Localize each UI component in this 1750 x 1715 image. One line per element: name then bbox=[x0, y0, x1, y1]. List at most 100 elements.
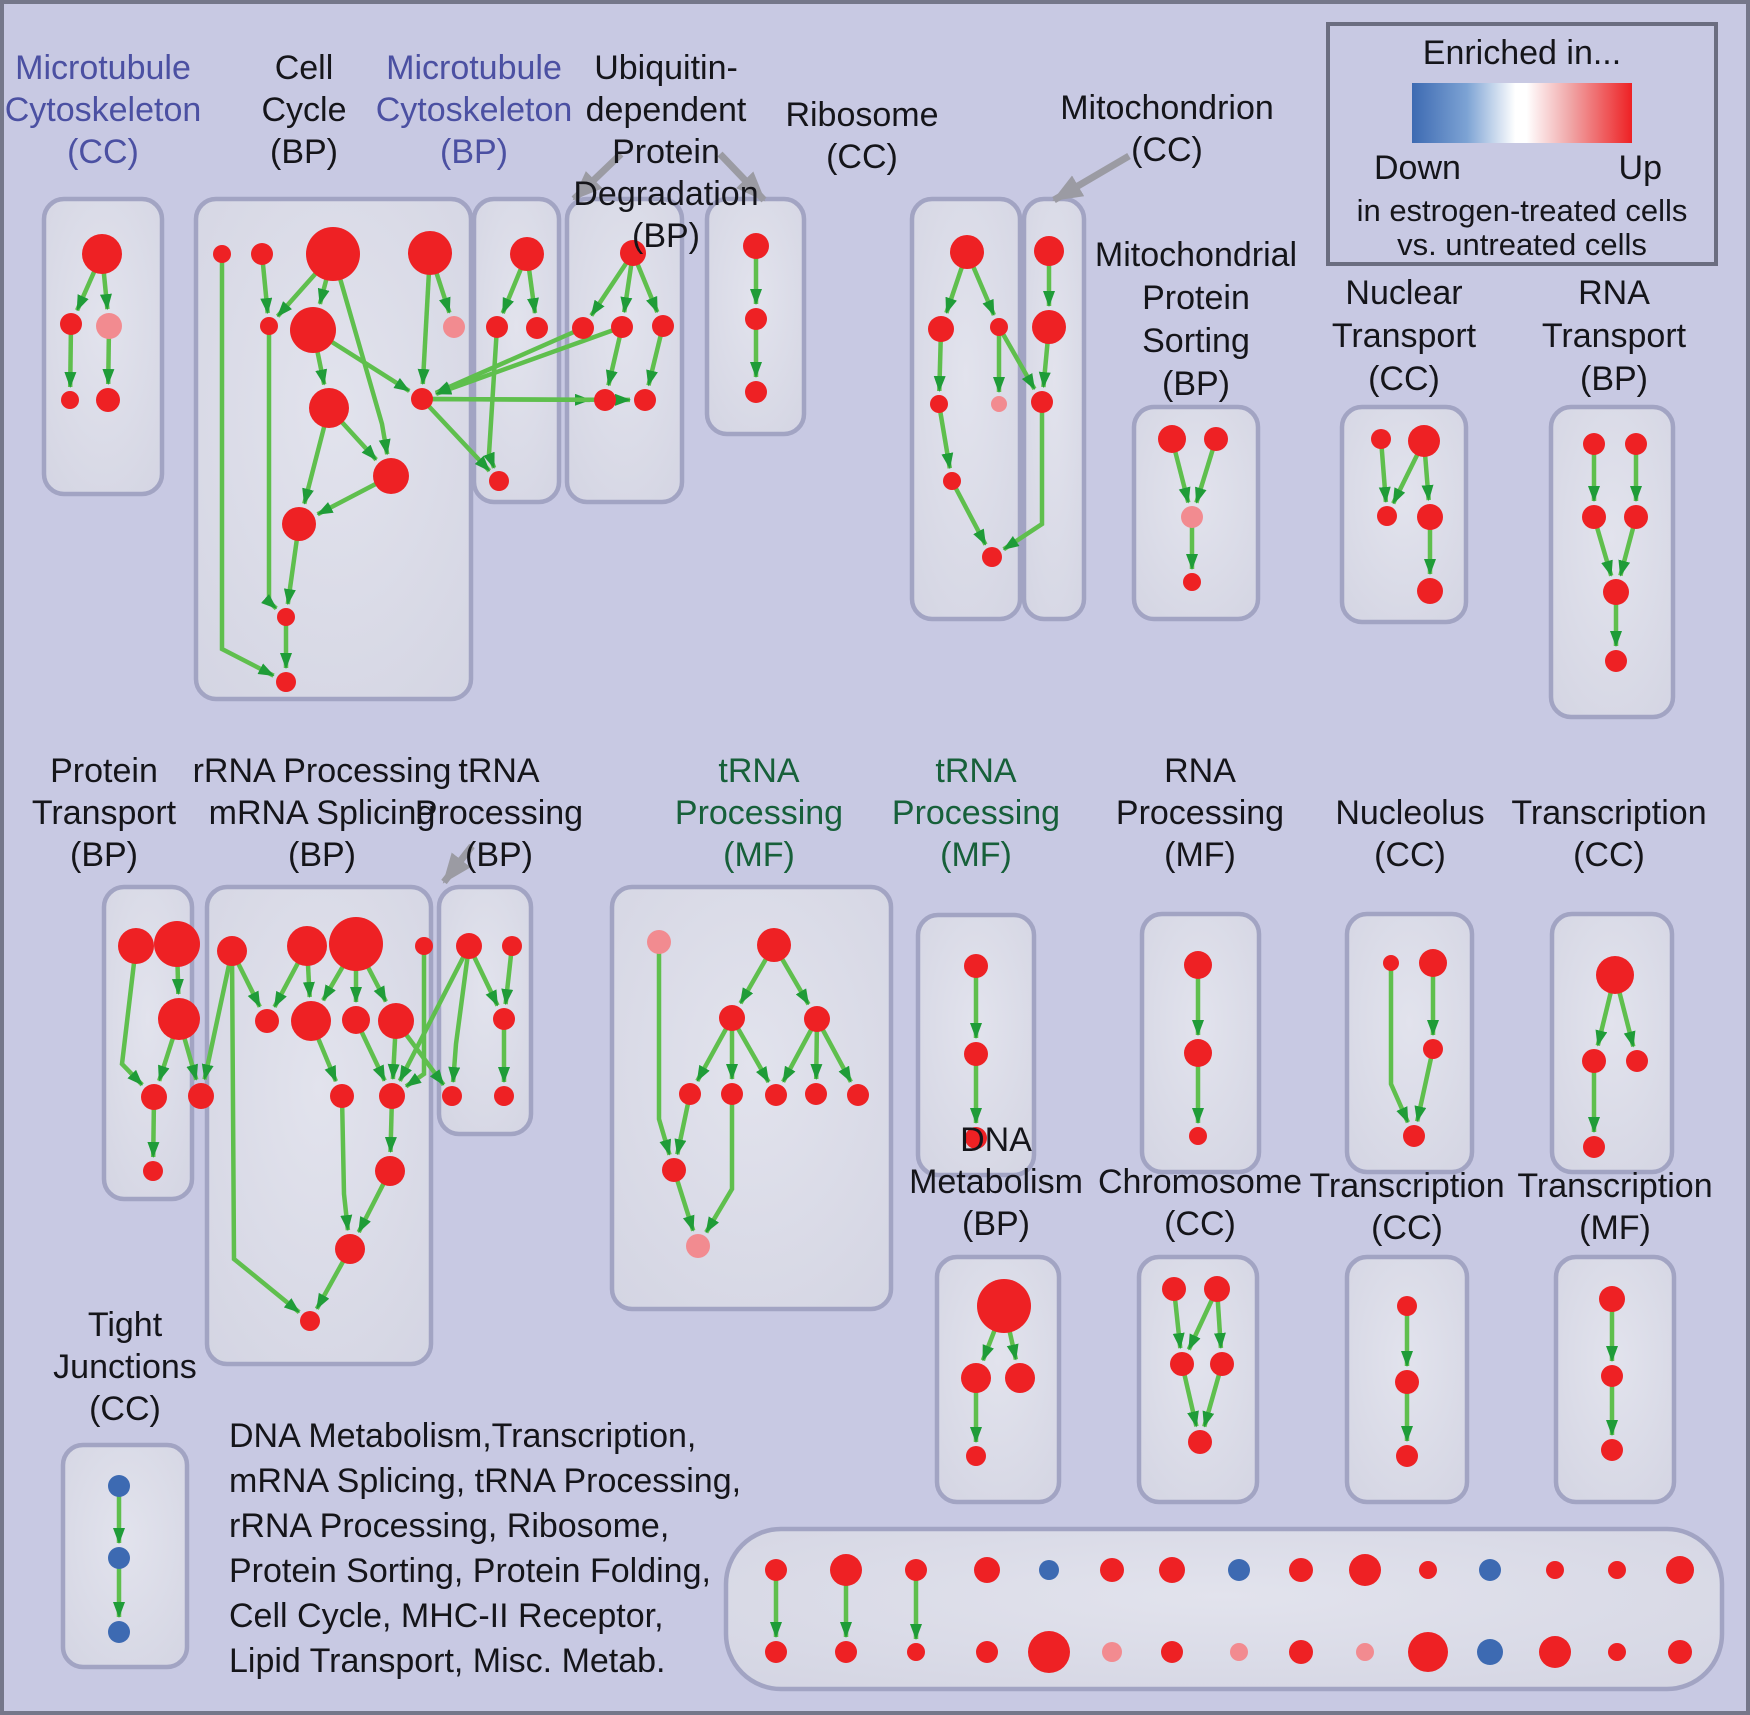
go-term-node-chromosome-cc-1[interactable] bbox=[1204, 1276, 1230, 1302]
go-term-node-rrna-processing-mrna-splicing-bp-11[interactable] bbox=[335, 1234, 365, 1264]
go-term-node-mitochondrion-cc-0[interactable] bbox=[1034, 236, 1064, 266]
go-term-node-rrna-processing-mrna-splicing-bp-2[interactable] bbox=[329, 917, 383, 971]
go-term-node-cell-cycle-bp-12[interactable] bbox=[276, 672, 296, 692]
go-term-node-microtubule-cytoskeleton-cc-1[interactable] bbox=[60, 313, 82, 335]
go-term-node-trna-processing-mf-small-1[interactable] bbox=[964, 1042, 988, 1066]
go-term-node-misc-categories-row-0[interactable] bbox=[765, 1559, 787, 1581]
go-term-node-chromosome-cc-3[interactable] bbox=[1210, 1352, 1234, 1376]
go-term-node-rrna-processing-mrna-splicing-bp-1[interactable] bbox=[287, 926, 327, 966]
go-term-node-tight-junctions-cc-2[interactable] bbox=[108, 1621, 130, 1643]
go-term-node-misc-categories-row-25[interactable] bbox=[1408, 1632, 1448, 1672]
go-term-node-trna-processing-mf-large-7[interactable] bbox=[805, 1083, 827, 1105]
go-term-node-cell-cycle-bp-3[interactable] bbox=[408, 231, 452, 275]
go-term-node-misc-categories-row-4[interactable] bbox=[1039, 1560, 1059, 1580]
go-term-node-rrna-processing-mrna-splicing-bp-10[interactable] bbox=[375, 1156, 405, 1186]
go-term-node-transcription-mf-0[interactable] bbox=[1599, 1286, 1625, 1312]
go-term-node-misc-categories-row-20[interactable] bbox=[1102, 1642, 1122, 1662]
go-term-node-misc-categories-row-14[interactable] bbox=[1666, 1556, 1694, 1584]
go-term-node-trna-processing-mf-large-9[interactable] bbox=[662, 1158, 686, 1182]
go-term-node-rrna-processing-mrna-splicing-bp-12[interactable] bbox=[300, 1311, 320, 1331]
go-term-node-mitochondrial-protein-sorting-bp-1[interactable] bbox=[1204, 427, 1228, 451]
go-term-node-ribosome-cc-3[interactable] bbox=[930, 395, 948, 413]
go-term-node-mitochondrion-cc-2[interactable] bbox=[1031, 391, 1053, 413]
go-term-node-trna-processing-bp-4[interactable] bbox=[494, 1086, 514, 1106]
go-term-node-misc-categories-row-13[interactable] bbox=[1608, 1561, 1626, 1579]
go-term-node-protein-transport-bp-5[interactable] bbox=[143, 1161, 163, 1181]
go-term-node-cell-cycle-bp-0[interactable] bbox=[213, 245, 231, 263]
go-term-node-misc-categories-row-22[interactable] bbox=[1230, 1643, 1248, 1661]
go-term-node-rrna-processing-mrna-splicing-bp-7[interactable] bbox=[378, 1003, 414, 1039]
go-term-node-microtubule-cytoskeleton-bp-2[interactable] bbox=[526, 317, 548, 339]
go-term-node-misc-categories-row-11[interactable] bbox=[1479, 1559, 1501, 1581]
go-term-node-misc-categories-row-9[interactable] bbox=[1349, 1554, 1381, 1586]
go-term-node-tight-junctions-cc-0[interactable] bbox=[108, 1475, 130, 1497]
go-term-node-misc-categories-row-17[interactable] bbox=[907, 1643, 925, 1661]
go-term-node-misc-categories-row-8[interactable] bbox=[1289, 1558, 1313, 1582]
go-term-node-misc-categories-row-12[interactable] bbox=[1546, 1561, 1564, 1579]
go-term-node-protein-transport-bp-1[interactable] bbox=[154, 921, 200, 967]
go-term-node-rrna-processing-mrna-splicing-bp-9[interactable] bbox=[379, 1083, 405, 1109]
go-term-node-misc-categories-row-18[interactable] bbox=[976, 1641, 998, 1663]
go-term-node-trna-processing-bp-1[interactable] bbox=[502, 936, 522, 956]
go-term-node-ubiquitin-degradation-bp-a-1[interactable] bbox=[572, 317, 594, 339]
go-term-node-mitochondrial-protein-sorting-bp-2[interactable] bbox=[1181, 506, 1203, 528]
go-term-node-trna-processing-mf-large-3[interactable] bbox=[804, 1006, 830, 1032]
go-term-node-rna-transport-bp-3[interactable] bbox=[1624, 505, 1648, 529]
go-term-node-chromosome-cc-2[interactable] bbox=[1170, 1352, 1194, 1376]
go-term-node-trna-processing-mf-small-0[interactable] bbox=[964, 954, 988, 978]
go-term-node-nucleolus-cc-0[interactable] bbox=[1383, 955, 1399, 971]
go-term-node-ubiquitin-degradation-bp-a-2[interactable] bbox=[611, 316, 633, 338]
go-term-node-ubiquitin-degradation-bp-a-3[interactable] bbox=[652, 315, 674, 337]
go-term-node-transcription-cc-mid-2[interactable] bbox=[1626, 1050, 1648, 1072]
go-term-node-trna-processing-bp-0[interactable] bbox=[456, 933, 482, 959]
go-term-node-trna-processing-mf-large-5[interactable] bbox=[721, 1083, 743, 1105]
go-term-node-chromosome-cc-4[interactable] bbox=[1188, 1430, 1212, 1454]
go-term-node-chromosome-cc-0[interactable] bbox=[1162, 1277, 1186, 1301]
go-term-node-misc-categories-row-7[interactable] bbox=[1228, 1559, 1250, 1581]
go-term-node-ribosome-cc-1[interactable] bbox=[928, 316, 954, 342]
go-term-node-ribosome-cc-0[interactable] bbox=[950, 235, 984, 269]
go-term-node-trna-processing-mf-small-2[interactable] bbox=[965, 1127, 987, 1149]
go-term-node-misc-categories-row-29[interactable] bbox=[1668, 1640, 1692, 1664]
go-term-node-cell-cycle-bp-5[interactable] bbox=[290, 307, 336, 353]
go-term-node-cell-cycle-bp-6[interactable] bbox=[443, 316, 465, 338]
go-term-node-misc-categories-row-26[interactable] bbox=[1477, 1639, 1503, 1665]
go-term-node-misc-categories-row-24[interactable] bbox=[1356, 1643, 1374, 1661]
go-term-node-dna-metabolism-bp-0[interactable] bbox=[977, 1279, 1031, 1333]
go-term-node-misc-categories-row-6[interactable] bbox=[1159, 1557, 1185, 1583]
go-term-node-misc-categories-row-16[interactable] bbox=[835, 1641, 857, 1663]
go-term-node-rrna-processing-mrna-splicing-bp-3[interactable] bbox=[415, 937, 433, 955]
go-term-node-mitochondrion-cc-1[interactable] bbox=[1032, 310, 1066, 344]
go-term-node-trna-processing-mf-large-8[interactable] bbox=[847, 1084, 869, 1106]
go-term-node-transcription-mf-1[interactable] bbox=[1601, 1365, 1623, 1387]
go-term-node-misc-categories-row-21[interactable] bbox=[1161, 1641, 1183, 1663]
go-term-node-rrna-processing-mrna-splicing-bp-6[interactable] bbox=[342, 1006, 370, 1034]
go-term-node-nuclear-transport-cc-2[interactable] bbox=[1377, 506, 1397, 526]
go-term-node-dna-metabolism-bp-3[interactable] bbox=[966, 1446, 986, 1466]
go-term-node-rrna-processing-mrna-splicing-bp-0[interactable] bbox=[217, 936, 247, 966]
go-term-node-misc-categories-row-5[interactable] bbox=[1100, 1558, 1124, 1582]
go-term-node-ubiquitin-degradation-bp-b-0[interactable] bbox=[743, 233, 769, 259]
go-term-node-cell-cycle-bp-11[interactable] bbox=[277, 608, 295, 626]
go-term-node-dna-metabolism-bp-1[interactable] bbox=[961, 1363, 991, 1393]
go-term-node-misc-categories-row-28[interactable] bbox=[1608, 1643, 1626, 1661]
go-term-node-microtubule-cytoskeleton-cc-2[interactable] bbox=[96, 313, 122, 339]
go-term-node-microtubule-cytoskeleton-bp-1[interactable] bbox=[486, 316, 508, 338]
go-term-node-protein-transport-bp-3[interactable] bbox=[141, 1084, 167, 1110]
go-term-node-microtubule-cytoskeleton-bp-0[interactable] bbox=[510, 237, 544, 271]
go-term-node-nuclear-transport-cc-3[interactable] bbox=[1417, 504, 1443, 530]
go-term-node-nuclear-transport-cc-0[interactable] bbox=[1371, 429, 1391, 449]
go-term-node-ubiquitin-degradation-bp-a-5[interactable] bbox=[634, 389, 656, 411]
go-term-node-transcription-cc-bottom-1[interactable] bbox=[1395, 1370, 1419, 1394]
go-term-node-rrna-processing-mrna-splicing-bp-4[interactable] bbox=[255, 1009, 279, 1033]
go-term-node-trna-processing-mf-large-4[interactable] bbox=[679, 1083, 701, 1105]
go-term-node-microtubule-cytoskeleton-bp-3[interactable] bbox=[489, 471, 509, 491]
go-term-node-transcription-cc-mid-1[interactable] bbox=[1582, 1049, 1606, 1073]
go-term-node-transcription-mf-2[interactable] bbox=[1601, 1439, 1623, 1461]
go-term-node-misc-categories-row-1[interactable] bbox=[830, 1554, 862, 1586]
go-term-node-trna-processing-mf-large-0[interactable] bbox=[647, 930, 671, 954]
go-term-node-cell-cycle-bp-7[interactable] bbox=[411, 388, 433, 410]
go-term-node-rrna-processing-mrna-splicing-bp-8[interactable] bbox=[330, 1084, 354, 1108]
go-term-node-ribosome-cc-2[interactable] bbox=[990, 318, 1008, 336]
go-term-node-rna-processing-mf-0[interactable] bbox=[1184, 951, 1212, 979]
